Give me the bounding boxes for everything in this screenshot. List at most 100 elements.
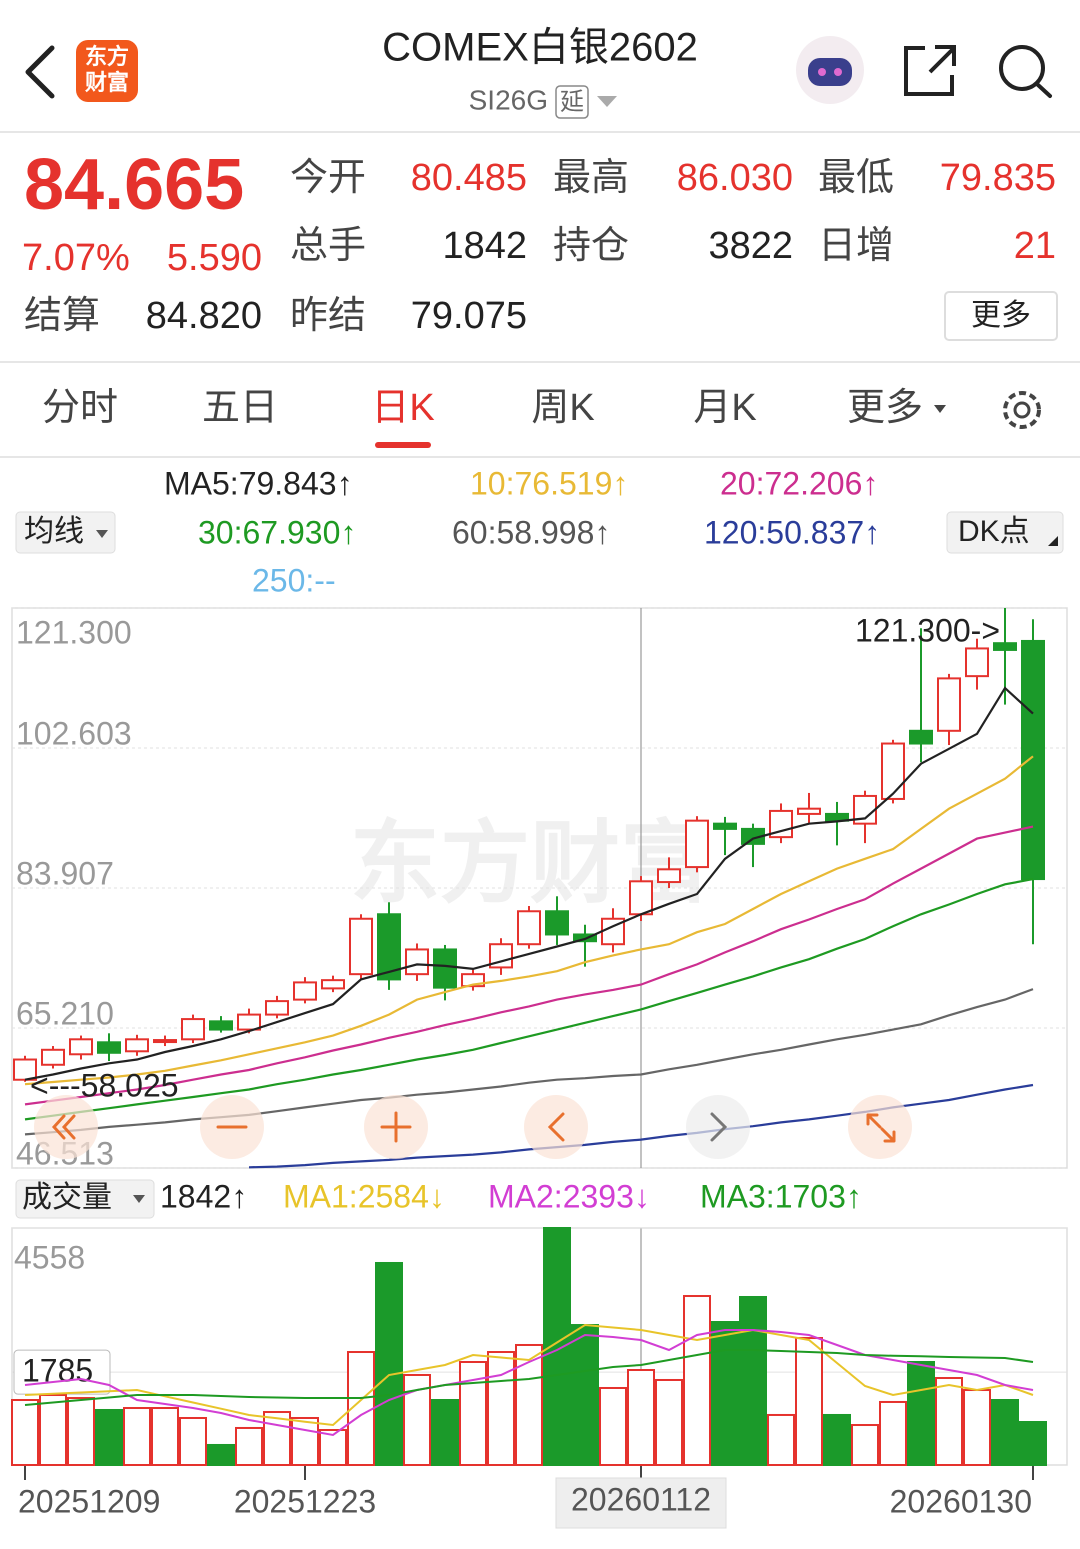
y-tick-label: 121.300 — [16, 614, 132, 650]
x-tick-label: 20260112 — [571, 1481, 711, 1517]
y-tick-label: 4558 — [14, 1239, 85, 1275]
quote-value: 86.030 — [677, 157, 793, 199]
candle-body — [41, 1048, 65, 1066]
volume-bar — [683, 1295, 711, 1466]
quote-label: 总手 — [290, 225, 366, 267]
tab[interactable]: 更多 — [847, 387, 923, 429]
volume-bar — [767, 1413, 795, 1466]
ma-label: 20:72.206↑ — [720, 465, 878, 501]
candle-body — [713, 822, 737, 830]
volume-bar — [823, 1413, 851, 1466]
logo-text: 财富 — [85, 70, 129, 95]
tab[interactable]: 分时 — [42, 387, 118, 429]
volume-bar — [375, 1261, 403, 1467]
assistant-eye — [818, 68, 826, 76]
quote-value: 21 — [1014, 225, 1056, 267]
dk-label: DK点 — [958, 515, 1030, 548]
chart-control[interactable] — [686, 1095, 750, 1159]
quote-label: 最高 — [553, 157, 629, 199]
y-tick-label: 1785 — [22, 1353, 93, 1389]
chart-control[interactable] — [524, 1095, 588, 1159]
dk-corner — [1048, 536, 1058, 546]
ma-line — [24, 825, 1034, 1106]
price: 84.665 — [24, 145, 244, 225]
ma-line — [24, 988, 1034, 1136]
candle-body — [209, 1020, 233, 1031]
delay-badge — [555, 85, 589, 119]
back-button[interactable] — [25, 45, 55, 99]
volume-bar — [627, 1369, 655, 1467]
volume-bar — [95, 1408, 123, 1466]
quote-label: 持仓 — [553, 225, 629, 267]
volume-bar — [431, 1399, 459, 1467]
candle-body — [97, 1041, 121, 1054]
volume-bar — [851, 1424, 879, 1466]
tab[interactable]: 月K — [693, 387, 756, 429]
code: SI26G — [469, 84, 548, 115]
volume-bar — [319, 1429, 347, 1466]
volume-bar — [739, 1295, 767, 1467]
candle-body — [993, 642, 1017, 651]
dropdown-arrow[interactable] — [597, 96, 617, 107]
volume-bar — [39, 1394, 67, 1466]
volume-bar — [487, 1351, 515, 1466]
volume-bar — [1019, 1420, 1047, 1466]
quote-label: 昨结 — [290, 295, 366, 337]
assistant-eye — [834, 68, 842, 76]
candle-body — [965, 647, 989, 678]
dk-button[interactable] — [946, 511, 1064, 554]
volume-bar — [291, 1416, 319, 1466]
volume-bar — [543, 1227, 571, 1466]
volume-bar — [711, 1321, 739, 1466]
tab-indicator — [375, 442, 431, 448]
annotation: 121.300-> — [855, 612, 1000, 648]
volume-bar — [599, 1386, 627, 1466]
candle-body — [657, 868, 681, 884]
dropdown-arrow — [96, 530, 108, 538]
share-icon[interactable] — [904, 45, 956, 96]
volume-bar — [907, 1360, 935, 1467]
annotation: <---58.025 — [30, 1067, 179, 1103]
assistant-face — [808, 58, 852, 86]
y-tick-label: 83.907 — [16, 855, 114, 891]
change-pct: 7.07% — [22, 237, 130, 279]
quote-label: 最低 — [818, 157, 894, 199]
x-tick-label: 20260130 — [890, 1483, 1032, 1519]
quote-value: 1842 — [442, 225, 527, 267]
more-button[interactable] — [944, 291, 1058, 341]
volume-selector[interactable] — [15, 1179, 155, 1219]
candle-body — [881, 742, 905, 800]
ma-selector-label: 均线 — [24, 515, 84, 548]
ma-selector[interactable] — [15, 511, 116, 554]
chart-control-icon — [547, 1112, 565, 1142]
candle-body — [909, 729, 933, 745]
volume-ma-label: 1842↑ — [160, 1178, 247, 1214]
volume-bar — [571, 1324, 599, 1466]
candle-body — [293, 981, 317, 1001]
volume-bar — [879, 1400, 907, 1466]
settings-icon[interactable] — [1003, 391, 1041, 429]
quote-label: 今开 — [290, 157, 366, 199]
tab[interactable]: 日K — [371, 387, 434, 429]
search-icon[interactable] — [999, 45, 1045, 91]
candle-body — [517, 910, 541, 946]
candle-body — [797, 807, 821, 815]
volume-ma-label: MA3:1703↑ — [700, 1178, 862, 1214]
volume-bar — [11, 1399, 39, 1467]
tab[interactable]: 五日 — [202, 387, 278, 429]
candle-body — [937, 677, 961, 732]
volume-ma-line — [24, 1323, 1034, 1427]
volume-ma-label: MA2:2393↓ — [488, 1178, 650, 1214]
dropdown-arrow — [934, 405, 946, 413]
ma-label: 250:-- — [252, 562, 336, 598]
y-tick-label: 65.210 — [16, 995, 114, 1031]
candle-body — [153, 1039, 177, 1044]
tab[interactable]: 周K — [531, 387, 594, 429]
x-tick-label: 20251223 — [234, 1483, 376, 1519]
ma-label: 30:67.930↑ — [198, 514, 356, 550]
x-tick-label: 20251209 — [18, 1483, 160, 1519]
volume-bar — [963, 1389, 991, 1467]
title: COMEX白银2602 — [382, 26, 698, 70]
